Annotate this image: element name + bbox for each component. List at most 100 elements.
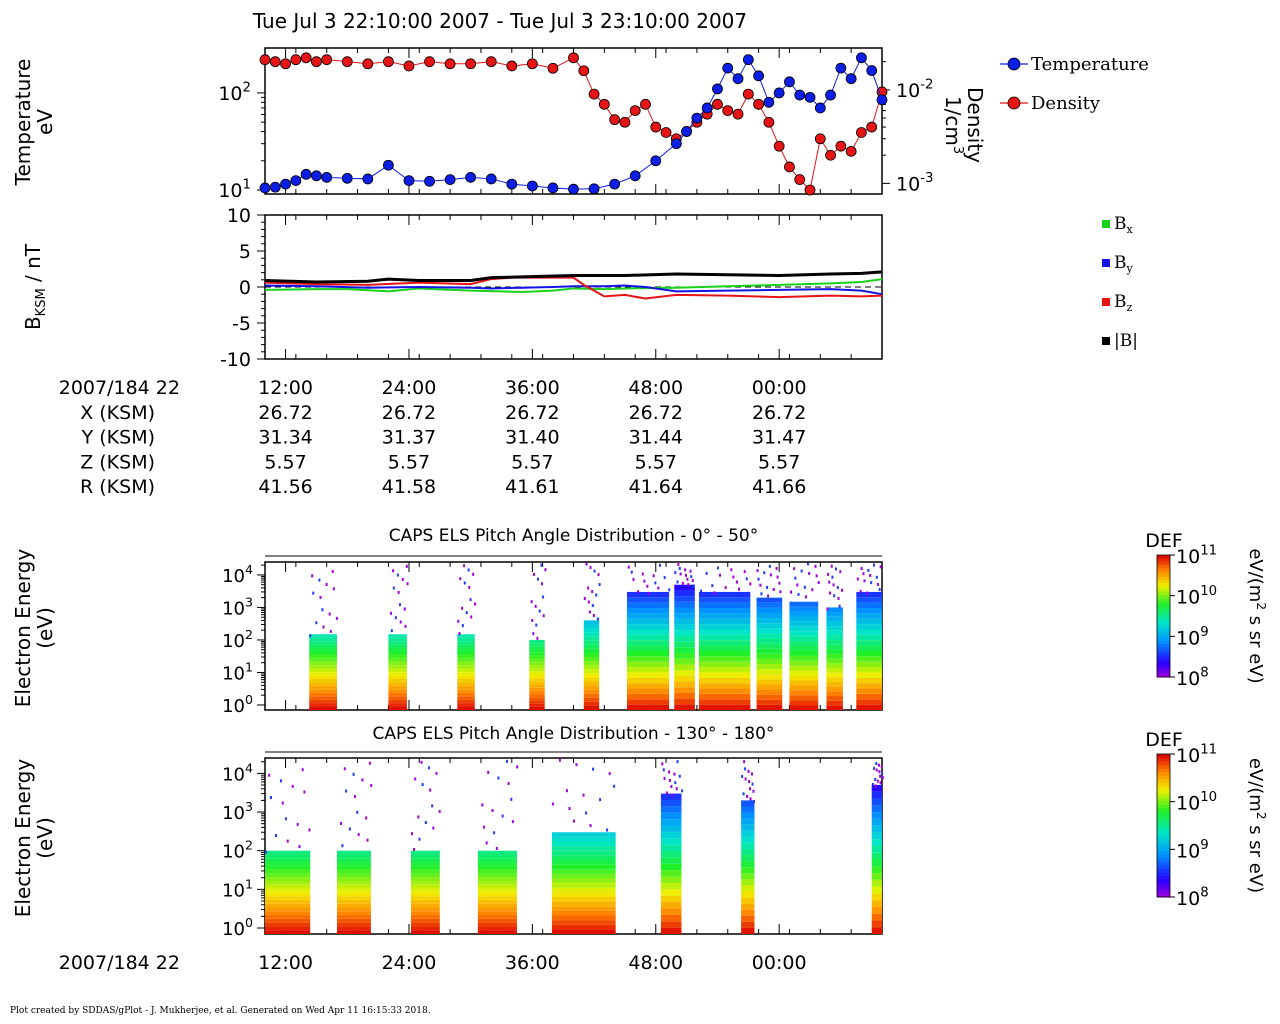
spectrogram-cell bbox=[477, 884, 517, 889]
spectrogram-cell bbox=[756, 638, 783, 644]
spectrogram-speckle bbox=[862, 572, 865, 576]
spectrogram-cell bbox=[583, 701, 600, 706]
spectrogram-speckle bbox=[593, 569, 596, 573]
spectrogram-speckle bbox=[585, 562, 588, 566]
colorbar-segment bbox=[1157, 836, 1170, 841]
colorbar-segment bbox=[1157, 768, 1170, 773]
spectrogram-speckle bbox=[881, 776, 884, 780]
spectrogram-cell bbox=[741, 867, 755, 874]
density-point bbox=[794, 174, 806, 185]
colorbar-segment bbox=[1157, 555, 1170, 559]
spectrogram-speckle bbox=[804, 595, 807, 599]
spectrogram-speckle bbox=[797, 592, 800, 596]
colorbar-segment bbox=[1157, 761, 1170, 766]
spectrogram-speckle bbox=[345, 789, 348, 793]
spectrogram-cell bbox=[660, 876, 682, 883]
spectrogram-cell bbox=[674, 675, 695, 682]
spectrogram-cell bbox=[529, 690, 545, 695]
spectrogram-cell bbox=[336, 854, 371, 859]
temperature-point bbox=[588, 183, 600, 195]
spectrogram-speckle bbox=[668, 770, 671, 774]
spectrogram-cell bbox=[309, 637, 337, 642]
spectrogram-cell bbox=[856, 634, 882, 641]
spectrogram-speckle bbox=[606, 828, 609, 832]
colorbar-segment bbox=[1157, 779, 1170, 784]
spectrogram-speckle bbox=[869, 573, 872, 577]
spectrogram-cell bbox=[698, 597, 751, 603]
spectrogram-cell bbox=[457, 696, 475, 700]
colorbar-segment bbox=[1157, 857, 1170, 862]
energy-tick-label: 103 bbox=[222, 594, 253, 619]
temperature-tick-label: 101 bbox=[218, 177, 251, 202]
time-tick-label: 36:00 bbox=[505, 377, 560, 399]
spectrogram-speckle bbox=[793, 567, 796, 571]
spectrogram-cell bbox=[789, 680, 819, 686]
spectrogram-cell bbox=[674, 670, 695, 676]
spectrogram-cell bbox=[660, 793, 682, 800]
spectrogram-cell bbox=[674, 601, 695, 608]
spectrogram-cell bbox=[856, 613, 882, 619]
density-point bbox=[825, 149, 836, 161]
temperature-point bbox=[424, 175, 435, 187]
spectrogram-cell bbox=[388, 665, 407, 669]
spectrogram-speckle bbox=[597, 573, 600, 577]
spectrogram-cell bbox=[756, 669, 783, 675]
spectrogram-speckle bbox=[662, 768, 665, 772]
temperature-point bbox=[732, 73, 744, 85]
spectrogram-cell bbox=[698, 640, 751, 646]
colorbar-tick-label: 1010 bbox=[1176, 790, 1217, 815]
spectrogram-cell bbox=[457, 661, 475, 666]
spectrogram-speckle bbox=[744, 777, 747, 781]
spectrogram-cell bbox=[411, 869, 440, 874]
spectrogram-speckle bbox=[833, 594, 836, 598]
spectrogram-cell bbox=[826, 621, 843, 627]
spectrogram-speckle bbox=[429, 788, 432, 792]
spectrogram-cell bbox=[411, 888, 440, 893]
spectrogram-cell bbox=[457, 648, 475, 652]
bfield-tick-label: 10 bbox=[227, 205, 251, 227]
spectrogram-cell bbox=[388, 672, 407, 676]
spectrogram-speckle bbox=[775, 566, 778, 570]
spectrogram-cell bbox=[388, 682, 407, 686]
colorbar-segment bbox=[1157, 585, 1170, 590]
bfield-legend-swatch bbox=[1102, 220, 1110, 228]
spectrogram-cell bbox=[674, 596, 695, 602]
spectrogram-speckle bbox=[356, 810, 359, 814]
colorbar-units: eV/(m2 s sr eV) bbox=[1245, 758, 1268, 893]
spectrogram-cell bbox=[529, 697, 545, 701]
spectrogram-cell bbox=[529, 665, 545, 669]
spectrogram-speckle bbox=[331, 569, 334, 573]
spectrogram-cell bbox=[789, 655, 819, 661]
time-tick-label-bottom: 12:00 bbox=[258, 952, 313, 974]
energy-axis-label: Electron Energy bbox=[11, 759, 35, 918]
colorbar-segment bbox=[1157, 646, 1170, 651]
spectrogram-speckle bbox=[769, 573, 772, 577]
spectrogram-cell bbox=[477, 922, 517, 927]
spectrogram-cell bbox=[871, 798, 882, 806]
spectrogram-speckle bbox=[652, 574, 655, 578]
spectrogram-cell bbox=[756, 653, 783, 659]
spectrogram-speckle bbox=[321, 608, 324, 612]
spectrogram-cell bbox=[551, 892, 616, 898]
density-point bbox=[660, 127, 672, 138]
colorbar-label: DEF bbox=[1145, 530, 1183, 552]
spectrogram-cell bbox=[698, 608, 751, 614]
spectrogram-cell bbox=[789, 601, 819, 607]
spectrogram-cell bbox=[756, 704, 783, 710]
spectrogram-cell bbox=[309, 648, 337, 652]
spectrogram-speckle bbox=[756, 569, 759, 573]
spectrogram-cell bbox=[529, 700, 545, 704]
spectrogram-speckle bbox=[341, 844, 344, 848]
temperature-point bbox=[825, 89, 836, 101]
spectrogram-speckle bbox=[643, 579, 646, 583]
time-tick-label: 24:00 bbox=[382, 377, 437, 399]
spectrogram-cell bbox=[756, 597, 783, 603]
colorbar-segment bbox=[1157, 591, 1170, 596]
spectrogram-cell bbox=[411, 854, 440, 859]
spectrogram-cell bbox=[309, 699, 337, 704]
spectrogram-speckle bbox=[778, 581, 781, 585]
spectrogram-cell bbox=[265, 896, 311, 900]
spectrogram-cell bbox=[411, 907, 440, 912]
spectrogram-cell bbox=[789, 700, 819, 706]
spectrogram-speckle bbox=[880, 765, 883, 769]
